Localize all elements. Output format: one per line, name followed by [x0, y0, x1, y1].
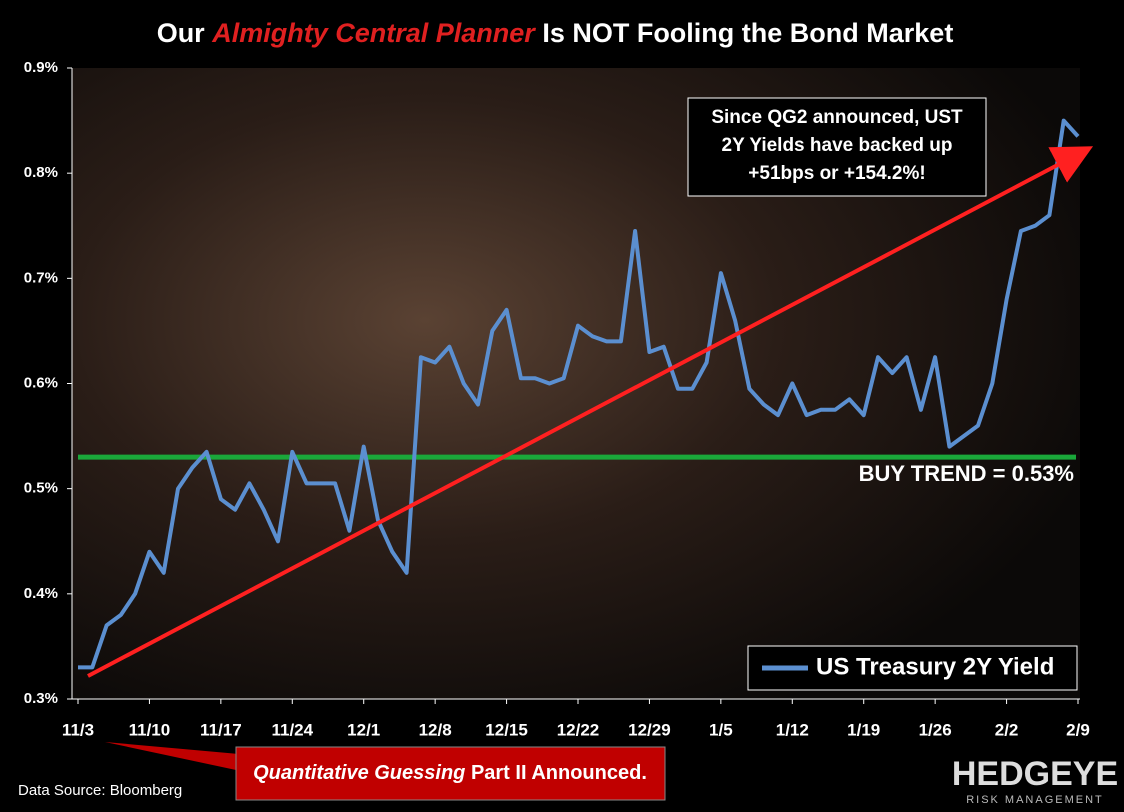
title-part: Is NOT Fooling the Bond Market [542, 18, 953, 48]
callout-emphasis: Quantitative Guessing [253, 762, 465, 784]
callout-text: Quantitative Guessing Part II Announced. [253, 762, 647, 784]
x-tick-label: 1/26 [919, 720, 952, 739]
y-tick-label: 0.3% [24, 690, 58, 707]
x-tick-label: 12/22 [557, 720, 600, 739]
y-tick-label: 0.8% [24, 164, 58, 181]
plot: 0.3% 0.4% 0.5% 0.6% 0.7% 0.8% 0.9% 11/3 11/10 11/… [24, 59, 1090, 740]
trend-arrow [87, 146, 1094, 678]
x-tick-label: 1/12 [776, 720, 809, 739]
annotation-text: +51bps or +154.2%! [748, 163, 925, 184]
x-tick-label: 1/5 [709, 720, 733, 739]
title-part: Our [157, 18, 205, 48]
annotation-box [687, 97, 987, 197]
y-tick-label: 0.9% [24, 59, 58, 76]
x-tick-label: 11/24 [271, 720, 313, 739]
x-tick-label: 1/19 [847, 720, 880, 739]
chart-title: Our Almighty Central Planner Is NOT Fool… [157, 18, 954, 48]
x-tick-label: 12/1 [347, 720, 380, 739]
brand-tagline: RISK MANAGEMENT [966, 794, 1104, 806]
callout-box [235, 746, 666, 801]
reference-label: BUY TREND = 0.53% [859, 461, 1074, 486]
y-tick-label: 0.6% [24, 374, 58, 391]
legend-label: US Treasury 2Y Yield [816, 653, 1054, 680]
annotation-text: 2Y Yields have backed up [722, 135, 953, 156]
x-tick-label: 12/15 [485, 720, 528, 739]
y-tick-label: 0.4% [24, 585, 58, 602]
x-tick-label: 11/10 [129, 720, 171, 739]
series-line [78, 118, 1080, 670]
x-tick-label: 11/3 [62, 720, 94, 739]
x-tick-label: 2/9 [1066, 720, 1090, 739]
y-tick-label: 0.5% [24, 480, 58, 497]
x-tick-label: 2/2 [995, 720, 1019, 739]
x-tick-label: 11/17 [200, 720, 242, 739]
callout-pointer [105, 742, 250, 770]
x-tick-label: 12/8 [419, 720, 452, 739]
title-emphasis: Almighty Central Planner [211, 18, 536, 48]
annotation-text: Since QG2 announced, UST [711, 107, 963, 128]
y-tick-label: 0.7% [24, 269, 58, 286]
source: Data Source: Bloomberg [18, 782, 182, 799]
brand-name: HEDGEYE [952, 755, 1118, 793]
callout-part: Part II Announced. [471, 762, 647, 784]
x-tick-label: 12/29 [628, 720, 671, 739]
